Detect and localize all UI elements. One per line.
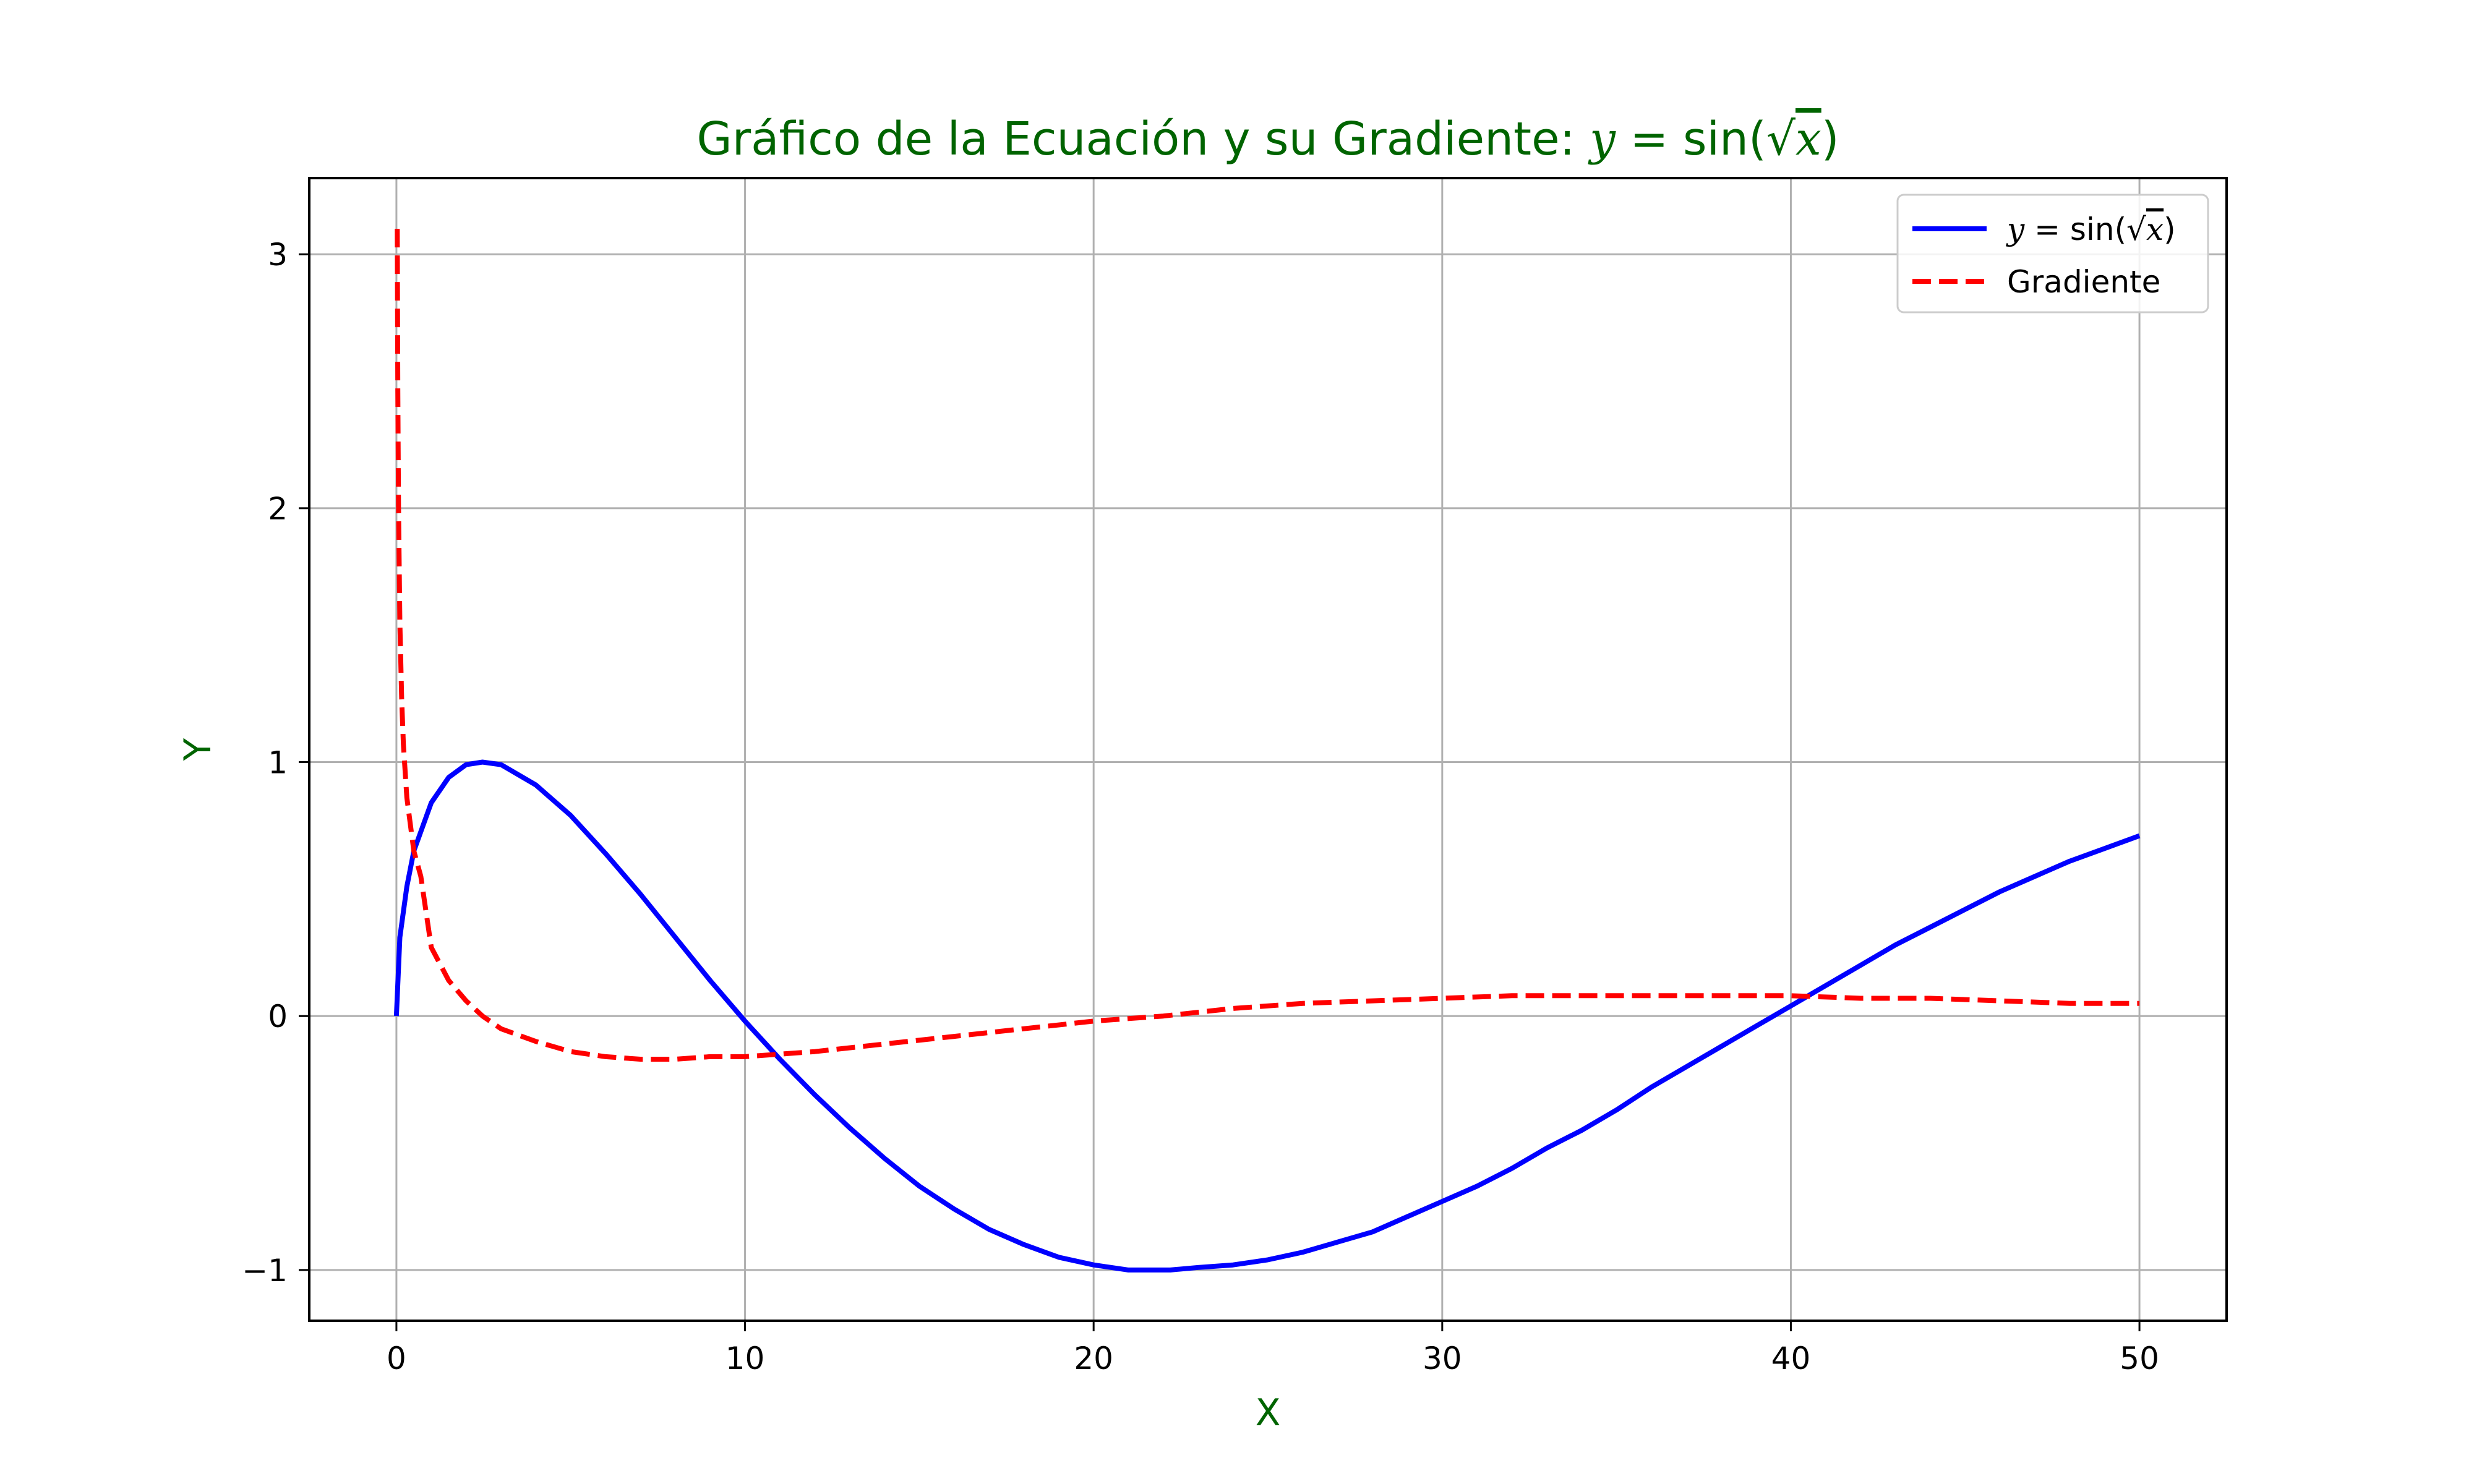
chart-title: Gráfico de la Ecuación y su Gradiente: y… <box>696 113 1839 166</box>
x-tick-label: 30 <box>1423 1341 1462 1376</box>
y-tick-label: 1 <box>268 745 288 781</box>
chart-title-text: Gráfico de la Ecuación y su Gradiente: <box>696 113 1590 166</box>
chart-title-eq-close: ) <box>1821 113 1839 166</box>
legend-label-function: y = sin(√x) <box>2006 211 2176 247</box>
x-tick-label: 10 <box>726 1341 765 1376</box>
legend: y = sin(√x) Gradiente <box>1896 194 2209 313</box>
series-line-gradient <box>395 229 2140 1062</box>
chart-title-eq-equals: = <box>1616 113 1683 166</box>
legend-label-function-x: x <box>2146 211 2164 247</box>
chart-title-eq-y: y <box>1588 113 1616 166</box>
x-tick-label: 20 <box>1074 1341 1113 1376</box>
y-tick-label: 0 <box>268 999 288 1034</box>
legend-label-gradient: Gradiente <box>2007 264 2160 300</box>
plot-area-frame <box>308 177 2228 1322</box>
x-tick-label: 50 <box>2120 1341 2159 1376</box>
series-layer <box>393 229 2141 1273</box>
y-tick-label: 3 <box>268 237 288 273</box>
chart-title-eq-x: x <box>1796 113 1821 166</box>
x-axis-label: X <box>1255 1391 1280 1435</box>
y-axis-label: Y <box>176 738 220 761</box>
legend-label-function-eq: = sin( <box>2024 211 2126 247</box>
legend-label-function-sqrt: √ <box>2126 211 2146 247</box>
series-line-function <box>393 759 2141 1273</box>
legend-label-function-close: ) <box>2164 211 2176 247</box>
legend-label-function-y: y <box>2006 211 2025 247</box>
chart-title-eq-sqrt: √ <box>1766 113 1796 166</box>
y-tick-label: −1 <box>242 1253 288 1289</box>
chart-title-eq-func: sin( <box>1683 113 1766 166</box>
x-tick-label: 40 <box>1771 1341 1811 1376</box>
y-tick-label: 2 <box>268 491 288 527</box>
x-tick-label: 0 <box>387 1341 406 1376</box>
ticks: 0 10 20 30 40 50 −1 0 1 2 3 <box>242 237 2159 1376</box>
